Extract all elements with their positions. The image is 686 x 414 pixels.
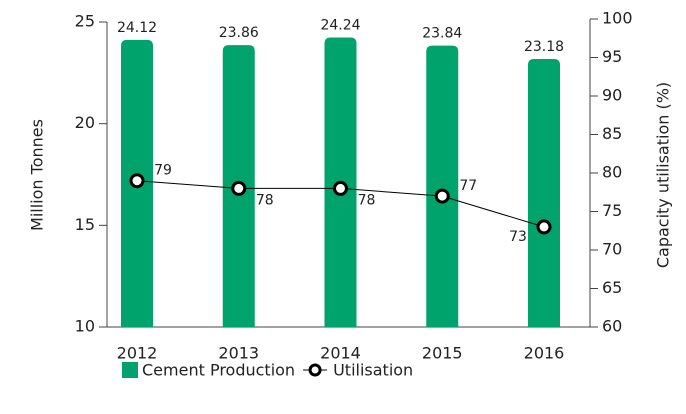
legend-label: Cement Production — [142, 361, 295, 380]
y-tick-label: 10 — [75, 317, 95, 336]
line-marker — [536, 219, 552, 235]
line-value-label: 73 — [509, 229, 527, 245]
legend-swatch — [122, 362, 138, 378]
x-tick-label: 2016 — [524, 344, 565, 363]
y2-tick-label: 80 — [602, 163, 622, 182]
bar-value-label: 23.18 — [524, 39, 564, 55]
y2-axis-title: Capacity utilisation (%) — [654, 82, 673, 268]
line-marker — [434, 188, 450, 204]
y2-tick-label: 95 — [602, 47, 622, 66]
bar-value-label: 23.86 — [219, 25, 259, 41]
y2-tick-label: 60 — [602, 317, 622, 336]
line-marker — [129, 173, 145, 189]
line-marker — [231, 180, 247, 196]
y2-tick-label: 75 — [602, 201, 622, 220]
y-axis-title: Million Tonnes — [28, 119, 47, 231]
line-value-label: 78 — [358, 192, 376, 208]
bar-value-label: 23.84 — [422, 26, 462, 42]
bar — [528, 59, 560, 328]
legend-swatch-marker — [308, 363, 322, 377]
bar — [426, 45, 459, 327]
bar-value-label: 24.24 — [320, 17, 360, 33]
y2-tick-label: 65 — [602, 278, 622, 297]
y-tick-label: 15 — [75, 215, 95, 234]
y2-tick-label: 90 — [602, 86, 622, 105]
line-value-label: 77 — [459, 178, 477, 194]
x-tick-label: 2013 — [218, 344, 259, 363]
bar-value-label: 24.12 — [117, 20, 157, 36]
x-tick-label: 2014 — [320, 344, 361, 363]
x-tick-label: 2012 — [117, 344, 158, 363]
y2-tick-label: 85 — [602, 124, 622, 143]
y2-tick-label: 100 — [602, 9, 633, 28]
line-marker — [333, 180, 348, 196]
legend-label: Utilisation — [333, 361, 413, 380]
x-tick-label: 2015 — [422, 344, 463, 363]
line-value-label: 78 — [256, 192, 274, 208]
line-value-label: 79 — [154, 163, 172, 179]
y-tick-label: 20 — [75, 113, 95, 132]
y-tick-label: 25 — [75, 12, 95, 31]
y2-tick-label: 70 — [602, 240, 622, 259]
